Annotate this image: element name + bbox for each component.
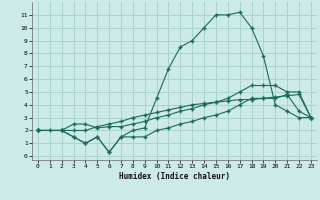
X-axis label: Humidex (Indice chaleur): Humidex (Indice chaleur) [119, 172, 230, 181]
